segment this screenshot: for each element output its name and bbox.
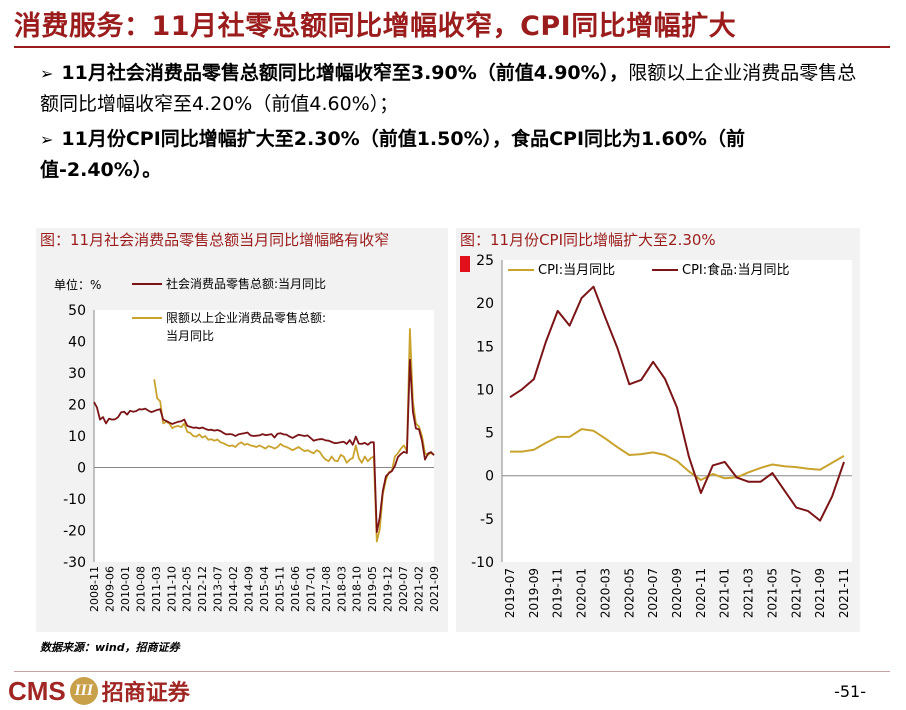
y-tick-label: -30 [63, 555, 86, 571]
x-tick-label: 2019-09 [527, 568, 541, 618]
x-tick-label: 2010-01 [119, 566, 132, 612]
x-tick-label: 2021-07 [789, 568, 803, 618]
x-tick-label: 2018-03 [335, 566, 348, 612]
x-tick-label: 2011-03 [150, 566, 163, 612]
y-tick-label: 15 [476, 339, 494, 355]
y-tick-label: -20 [63, 524, 86, 540]
x-tick-label: 2021-09 [813, 568, 827, 618]
x-tick-label: 2020-05 [622, 568, 636, 618]
y-tick-label: 0 [77, 461, 86, 477]
x-tick-label: 2021-05 [765, 568, 779, 618]
x-tick-label: 2021-02 [413, 566, 426, 612]
x-tick-label: 2021-03 [742, 568, 756, 618]
series-line-1 [509, 285, 845, 522]
legend-label-1: CPI:食品:当月同比 [682, 262, 790, 278]
x-tick-label: 2021-01 [718, 568, 732, 618]
x-tick-label: 2015-11 [273, 566, 286, 612]
footer-divider [14, 671, 890, 672]
x-tick-label: 2012-12 [196, 566, 209, 612]
series-line-1 [153, 328, 435, 543]
y-tick-label: 30 [68, 366, 86, 382]
x-tick-label: 2016-06 [289, 566, 302, 612]
x-tick-label: 2020-07 [646, 568, 660, 618]
bullet-1: ➢ 11月社会消费品零售总额同比增幅收窄至3.90%（前值4.90%），限额以上企… [40, 58, 860, 120]
x-tick-label: 2011-10 [165, 566, 178, 612]
company-logo: CMS III 招商证券 [8, 675, 190, 707]
y-tick-label: 10 [476, 382, 494, 398]
y-tick-label: 50 [68, 303, 86, 319]
x-tick-label: 2008-11 [88, 566, 101, 612]
x-tick-label: 2020-01 [575, 568, 589, 618]
x-tick-label: 2019-12 [382, 566, 395, 612]
x-tick-label: 2021-09 [428, 566, 441, 612]
series-line-0 [510, 428, 845, 481]
chart-right-title: 图：11月份CPI同比增幅扩大至2.30% [460, 231, 716, 249]
x-tick-label: 2019-05 [366, 566, 379, 612]
x-tick-label: 2019-11 [551, 568, 565, 618]
x-tick-label: 2013-07 [212, 566, 225, 612]
x-tick-label: 2017-01 [304, 566, 317, 612]
x-tick-label: 2017-08 [320, 566, 333, 612]
chart-left-title: 图：11月社会消费品零售总额当月同比增幅略有收窄 [40, 231, 390, 249]
legend-label-1: 限额以上企业消费品零售总额:当月同比 [166, 310, 326, 343]
series-line-0 [93, 358, 435, 533]
logo-cms-text: CMS [8, 675, 66, 706]
title-divider [14, 46, 890, 48]
x-tick-label: 2020-09 [670, 568, 684, 618]
bullet-1-bold: 11月社会消费品零售总额同比增幅收窄至3.90%（前值4.90%）， [61, 62, 629, 84]
y-tick-label: 40 [68, 335, 86, 351]
logo-cn-text: 招商证券 [101, 681, 190, 706]
x-tick-label: 2009-06 [103, 566, 116, 612]
x-tick-label: 2020-03 [598, 568, 612, 618]
x-tick-label: 2021-11 [837, 568, 851, 618]
x-tick-label: 2010-08 [134, 566, 147, 612]
data-source: 数据来源：wind，招商证券 [40, 641, 180, 654]
red-marker [460, 256, 470, 272]
x-tick-label: 2014-02 [227, 566, 240, 612]
arrow-right-icon: ➢ [40, 64, 54, 83]
arrow-right-icon: ➢ [40, 130, 54, 149]
y-tick-label: 20 [68, 398, 86, 414]
y-tick-label: -5 [480, 512, 494, 528]
x-tick-label: 2015-04 [258, 566, 271, 612]
x-tick-label: 2012-05 [181, 566, 194, 612]
bullet-2-bold: 11月份CPI同比增幅扩大至2.30%（前值1.50%），食品CPI同比为1.6… [40, 128, 745, 181]
x-tick-label: 2020-11 [694, 568, 708, 618]
plot-area [94, 310, 434, 562]
y-tick-label: -10 [63, 492, 86, 508]
x-tick-label: 2018-10 [351, 566, 364, 612]
logo-mark-icon: III [69, 677, 98, 705]
y-tick-label: 20 [476, 296, 494, 312]
legend-label-0: CPI:当月同比 [538, 263, 615, 278]
y-tick-label: 5 [485, 426, 494, 442]
legend-label-0: 社会消费品零售总额:当月同比 [166, 276, 326, 291]
x-tick-label: 2019-07 [503, 568, 517, 618]
chart-right: -10 -5 0 5 10 15 20 25 2019-07 2019-09 2019-11 2020… [460, 253, 852, 618]
chart-left-unit: 单位：% [54, 278, 102, 292]
y-tick-label: 0 [485, 469, 494, 485]
bullet-2: ➢ 11月份CPI同比增幅扩大至2.30%（前值1.50%），食品CPI同比为1.… [40, 124, 860, 186]
y-tick-label: 10 [68, 429, 86, 445]
page-number: -51- [834, 682, 866, 701]
page-title: 消费服务：11月社零总额同比增幅收窄，CPI同比增幅扩大 [14, 11, 737, 42]
x-tick-label: 2020-07 [397, 566, 410, 612]
x-tick-label: 2014-09 [243, 566, 256, 612]
bullet-1-normal: 限额以上企业消费品零售总额同比增幅收窄至4.20%（前值4.60%）； [40, 62, 857, 115]
y-tick-label: -10 [471, 555, 494, 571]
y-tick-label: 25 [476, 253, 494, 269]
